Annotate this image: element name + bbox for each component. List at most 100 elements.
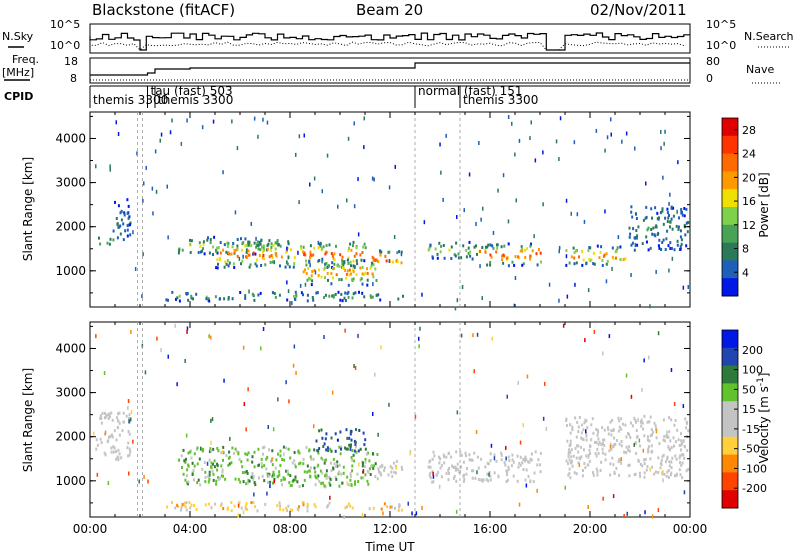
velocity-cell — [522, 468, 525, 471]
colorbar-tick-label: 200 — [742, 344, 763, 357]
power-cell — [592, 262, 595, 265]
power-cell — [600, 245, 603, 249]
velocity-scatter-cell — [545, 426, 548, 431]
velocity-scatter-cell — [313, 424, 315, 429]
power-cell — [350, 272, 352, 276]
velocity-scatter-cell — [242, 510, 245, 515]
velocity-cell — [318, 480, 321, 483]
power-scatter-cell — [115, 120, 117, 125]
velocity-cell — [115, 438, 118, 442]
noise-panel: N.Sky 10^5 10^0 10^5 10^0 N.Search — [2, 18, 794, 54]
velocity-cell — [256, 509, 259, 513]
power-cell — [671, 227, 674, 231]
noise-right-tick-bottom: 10^0 — [706, 39, 736, 52]
power-cell — [636, 243, 639, 247]
velocity-cell — [680, 439, 683, 443]
power-cell — [324, 276, 326, 280]
power-cell — [649, 246, 652, 250]
power-cell — [251, 292, 254, 296]
velocity-cell — [629, 436, 632, 439]
power-scatter-cell — [234, 210, 237, 215]
velocity-cell — [427, 465, 430, 469]
power-scatter-cell — [558, 245, 561, 250]
velocity-cell — [180, 508, 182, 512]
velocity-cell — [96, 443, 99, 447]
velocity-scatter-cell — [625, 373, 628, 378]
power-cell — [309, 244, 312, 248]
velocity-cell — [309, 455, 312, 459]
power-cell — [192, 297, 194, 301]
power-cell — [535, 252, 538, 256]
velocity-cell — [651, 465, 654, 469]
velocity-cell — [184, 478, 187, 482]
power-data — [95, 112, 690, 311]
power-cell — [496, 246, 499, 250]
velocity-cell — [627, 463, 630, 467]
velocity-cell — [117, 458, 120, 462]
velocity-cell — [349, 432, 352, 436]
power-cell — [680, 238, 683, 242]
power-scatter-cell — [142, 252, 144, 257]
y-tick-label: 1000 — [55, 474, 86, 488]
velocity-cell — [272, 481, 274, 485]
velocity-scatter-cell — [266, 491, 268, 496]
velocity-cell — [511, 458, 514, 462]
velocity-cell — [451, 464, 454, 468]
velocity-cell — [109, 415, 111, 419]
velocity-cell — [525, 468, 528, 472]
power-cell — [650, 228, 653, 231]
power-cell — [323, 266, 326, 270]
velocity-cell — [226, 507, 229, 511]
velocity-cell — [512, 474, 515, 478]
power-cell — [687, 221, 690, 224]
velocity-cell — [336, 464, 339, 468]
power-cell — [309, 277, 312, 281]
velocity-cell — [679, 461, 681, 465]
velocity-cell — [565, 419, 568, 422]
power-cell — [358, 290, 360, 294]
power-cell — [369, 266, 372, 270]
power-cell — [484, 250, 487, 254]
velocity-cell — [325, 458, 327, 462]
power-cell — [589, 246, 592, 250]
power-cell — [178, 294, 181, 298]
velocity-cell — [504, 463, 507, 467]
velocity-cell — [336, 460, 339, 464]
power-cell — [244, 244, 247, 248]
velocity-cell — [240, 460, 243, 464]
velocity-cell — [577, 425, 580, 429]
velocity-cell — [612, 428, 615, 432]
velocity-scatter-cell — [666, 430, 668, 435]
velocity-cell — [588, 448, 591, 452]
power-cell — [352, 270, 355, 273]
velocity-cell — [607, 432, 610, 436]
power-cell — [670, 247, 673, 250]
velocity-cell — [618, 419, 621, 423]
velocity-cell — [238, 500, 241, 504]
velocity-cell — [685, 469, 688, 473]
power-cell — [346, 269, 349, 273]
velocity-cell — [465, 454, 467, 458]
power-cell — [633, 248, 636, 252]
power-cell — [397, 297, 400, 301]
velocity-cell — [265, 457, 268, 461]
velocity-cell — [643, 471, 646, 475]
velocity-cell — [253, 481, 256, 484]
power-cell — [629, 232, 632, 236]
power-cell — [664, 248, 667, 251]
power-scatter-cell — [610, 132, 612, 137]
velocity-cell — [686, 449, 689, 452]
velocity-cell — [213, 459, 216, 463]
power-cell — [292, 265, 295, 269]
velocity-cell — [294, 465, 297, 469]
velocity-cell — [603, 438, 606, 442]
power-cell — [218, 257, 221, 261]
power-scatter-cell — [255, 236, 257, 241]
power-cell — [656, 211, 659, 215]
power-cell — [330, 252, 333, 256]
power-cell — [659, 211, 662, 215]
velocity-cell — [462, 480, 465, 483]
velocity-cell — [659, 466, 662, 470]
power-cell — [256, 240, 259, 244]
colorbar-segment — [722, 454, 738, 473]
